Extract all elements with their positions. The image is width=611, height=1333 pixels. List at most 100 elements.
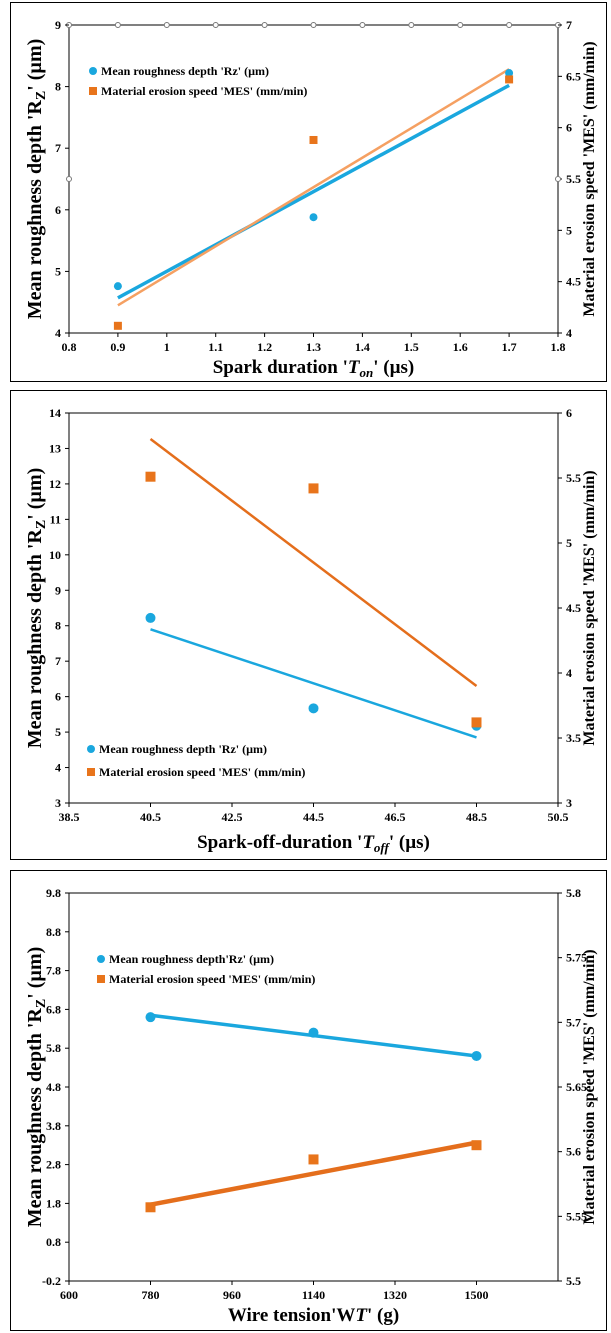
y-tick-label: 13 — [49, 441, 61, 455]
chart-svg-spark-duration: 0.8 0.9 1 1.1 1.2 1.3 1.4 1.5 1.6 1.7 1.845678944.… — [24, 18, 598, 380]
chart-panel-wire-tension: 600 780 960 1140 1320 1500 -0.2 0.8 1.8 2.8 3.8 4.8… — [10, 870, 607, 1331]
legend-label: Material erosion speed 'MES' (mm/min) — [109, 972, 315, 986]
y2-tick-label: 4 — [566, 666, 572, 680]
y-tick-label: 4 — [55, 326, 61, 340]
y2-axis-title: Material erosion speed 'MES' (mm/min) — [581, 949, 598, 1224]
legend-label: Mean roughness depth'Rz' (µm) — [109, 952, 274, 966]
x-tick-label: 1.5 — [404, 340, 419, 354]
y-tick-label: 2.8 — [46, 1158, 61, 1172]
legend-marker-mes — [89, 87, 97, 95]
data-point-rz — [145, 612, 156, 623]
chart-panel-spark-duration: 0.8 0.9 1 1.1 1.2 1.3 1.4 1.5 1.6 1.7 1.8 4 5 6 7 8 9 4 4.… — [10, 2, 607, 382]
y2-tick-label: 6 — [566, 121, 572, 135]
y-tick-label: 6 — [55, 203, 61, 217]
y-tick-label: 6 — [55, 690, 61, 704]
y2-tick-label: 5.8 — [566, 886, 581, 900]
data-point-mes — [308, 483, 319, 494]
y2-tick-label: 3.5 — [566, 731, 581, 745]
y-tick-label: -0.2 — [42, 1274, 61, 1288]
y2-tick-label: 3 — [566, 796, 572, 810]
data-point-mes — [309, 135, 318, 144]
x-tick-label: 1.7 — [502, 340, 517, 354]
trendline-rz — [150, 628, 477, 739]
y-tick-label: 9 — [55, 583, 61, 597]
data-point-rz — [505, 69, 514, 78]
x-tick-label: 0.9 — [110, 340, 125, 354]
x-tick-label: 38.5 — [59, 810, 80, 824]
y2-tick-label: 5.7 — [566, 1015, 581, 1029]
x-tick-label: 48.5 — [466, 810, 487, 824]
y2-axis-title: Material erosion speed 'MES' (mm/min) — [581, 41, 598, 316]
y-tick-label: 8.8 — [46, 925, 61, 939]
x-axis-title: Spark duration 'Ton' (µs) — [213, 357, 415, 380]
x-tick-label: 780 — [142, 1288, 160, 1302]
trendline-mes — [117, 68, 510, 307]
y-tick-label: 8 — [55, 619, 61, 633]
y-axis-title: Mean roughness depth 'RZ' (µm) — [24, 468, 49, 749]
y2-tick-label: 4 — [566, 326, 572, 340]
top-axis-marker — [310, 22, 317, 28]
y2-tick-label: 5 — [566, 536, 572, 550]
y-tick-label: 5 — [55, 264, 61, 278]
x-axis-title: Wire tension'WT' (g) — [228, 1305, 399, 1326]
y2-tick-label: 5 — [566, 223, 572, 237]
right-axis-marker — [555, 176, 561, 182]
legend-marker-mes — [97, 975, 105, 983]
trendline-mes — [149, 438, 478, 687]
legend-marker-rz — [89, 67, 97, 75]
y2-tick-label: 5.5 — [566, 1274, 581, 1288]
top-axis-marker — [261, 22, 268, 28]
trendline-mes — [150, 1140, 477, 1207]
data-point-rz — [309, 213, 318, 222]
legend-label: Material erosion speed 'MES' (mm/min) — [101, 84, 307, 98]
y2-tick-label: 5.5 — [566, 471, 581, 485]
y2-tick-label: 6.5 — [566, 69, 581, 83]
y-tick-label: 11 — [50, 512, 61, 526]
x-tick-label: 1.1 — [208, 340, 223, 354]
y2-tick-label: 7 — [566, 18, 572, 32]
legend-label: Material erosion speed 'MES' (mm/min) — [99, 765, 305, 779]
x-tick-label: 1 — [164, 340, 170, 354]
y-tick-label: 1.8 — [46, 1196, 61, 1210]
y-tick-label: 0.8 — [46, 1235, 61, 1249]
top-axis-marker — [506, 22, 513, 28]
legend-label: Mean roughness depth 'Rz' (µm) — [101, 64, 269, 78]
top-axis-marker — [359, 22, 366, 28]
chart-svg-wire-tension: 600 780 960 1140 1320 1500 -0.2 0.8 1.8 2.8 3.8 4.8… — [24, 886, 598, 1326]
y-tick-label: 10 — [49, 548, 61, 562]
x-tick-label: 50.5 — [548, 810, 569, 824]
data-point-rz — [471, 1050, 482, 1061]
left-axis-marker — [66, 176, 72, 182]
x-tick-label: 42.5 — [222, 810, 243, 824]
x-tick-label: 0.8 — [62, 340, 77, 354]
y-tick-label: 7.8 — [46, 964, 61, 978]
y2-tick-label: 5.6 — [566, 1145, 581, 1159]
x-tick-label: 46.5 — [385, 810, 406, 824]
y-tick-label: 14 — [49, 406, 61, 420]
y-axis-title: Mean roughness depth 'RZ' (µm) — [24, 947, 49, 1228]
y-tick-label: 4.8 — [46, 1080, 61, 1094]
x-tick-label: 960 — [223, 1288, 241, 1302]
y2-tick-label: 5.55 — [566, 1209, 587, 1223]
y-tick-label: 9.8 — [46, 886, 61, 900]
y-tick-label: 5.8 — [46, 1041, 61, 1055]
top-axis-marker — [408, 22, 415, 28]
y-tick-label: 4 — [55, 761, 61, 775]
y-tick-label: 9 — [55, 18, 61, 32]
x-tick-label: 44.5 — [303, 810, 324, 824]
data-point-mes — [113, 321, 122, 330]
legend-label: Mean roughness depth 'Rz' (µm) — [99, 742, 267, 756]
data-point-mes — [145, 471, 156, 482]
data-point-mes — [471, 1140, 482, 1151]
x-tick-label: 600 — [60, 1288, 78, 1302]
x-tick-label: 1.3 — [306, 340, 321, 354]
chart-svg-spark-off-duration: 38.5 40.5 42.5 44.5 46.5 48.5 50.5345678910111… — [24, 406, 598, 855]
y-tick-label: 12 — [49, 477, 61, 491]
legend-marker-rz — [87, 745, 95, 753]
top-axis-marker — [212, 22, 219, 28]
data-point-rz — [113, 282, 122, 291]
y-tick-label: 5 — [55, 725, 61, 739]
x-tick-label: 1.8 — [551, 340, 566, 354]
data-point-rz — [308, 1027, 319, 1038]
data-point-mes — [308, 1154, 319, 1165]
